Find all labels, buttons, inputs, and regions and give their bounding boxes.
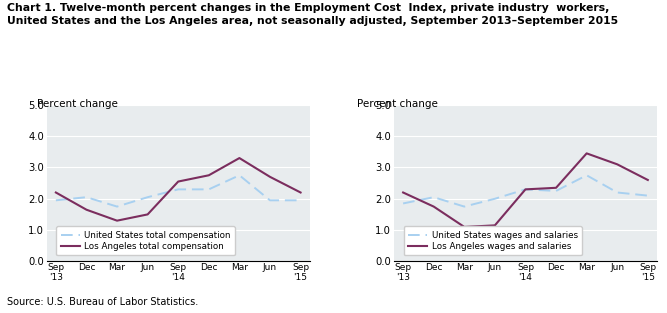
Text: Percent change: Percent change [37,99,117,109]
Legend: United States wages and salaries, Los Angeles wages and salaries: United States wages and salaries, Los An… [404,227,582,255]
Text: Source: U.S. Bureau of Labor Statistics.: Source: U.S. Bureau of Labor Statistics. [7,297,198,307]
Text: Percent change: Percent change [357,99,438,109]
Text: Chart 1. Twelve-month percent changes in the Employment Cost  Index, private ind: Chart 1. Twelve-month percent changes in… [7,3,618,26]
Legend: United States total compensation, Los Angeles total compensation: United States total compensation, Los An… [56,227,235,255]
